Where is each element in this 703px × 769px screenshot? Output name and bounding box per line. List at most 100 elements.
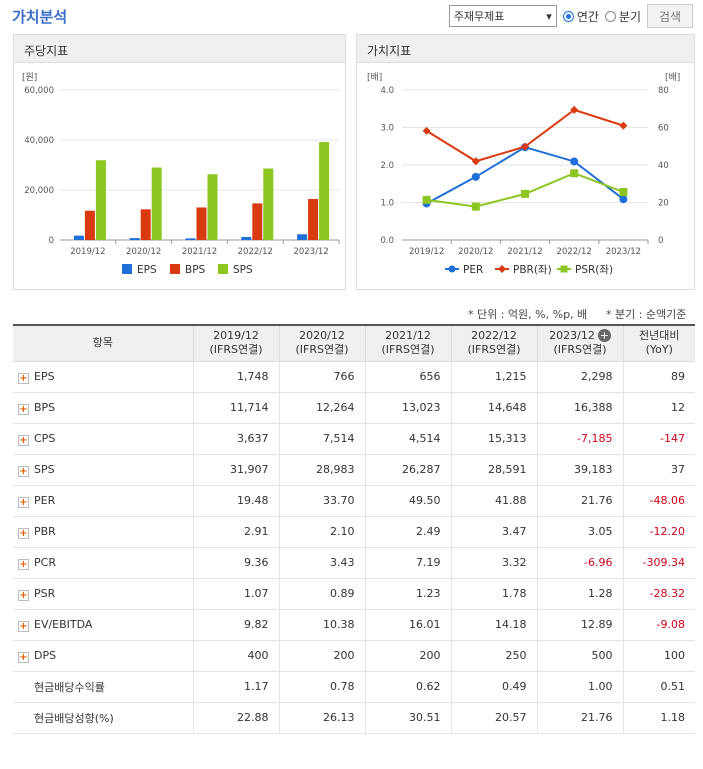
legend-swatch [170, 264, 180, 274]
row-label: BPS [34, 400, 56, 414]
table-row: + SPS 31,907 28,983 26,287 28,591 39,183 37 [13, 454, 695, 486]
legend-swatch [218, 264, 228, 274]
value-cell: 0.49 [450, 671, 537, 703]
expand-row-icon[interactable]: + [18, 527, 29, 539]
row-label: PER [34, 493, 56, 507]
row-label-cell[interactable]: + DPS [13, 640, 193, 672]
table-row: + PSR 1.07 0.89 1.23 1.78 1.28 -28.32 [13, 578, 695, 610]
value-cell: 16,388 [536, 392, 623, 424]
value-cell: -309.34 [622, 547, 695, 579]
value-cell: 1,215 [450, 361, 537, 393]
header-col-line1: 2020/12 [299, 329, 345, 343]
statement-select-value: 주재무제표 [453, 10, 505, 23]
row-label-cell: 현금배당성향(%) [13, 702, 193, 734]
value-cell: 250 [450, 640, 537, 672]
legend-label: PSR(좌) [575, 264, 613, 276]
row-label-cell[interactable]: + PBR [13, 516, 193, 548]
data-point [471, 157, 480, 166]
expand-row-icon[interactable]: + [18, 465, 29, 477]
value-cell: 400 [192, 640, 279, 672]
value-cell: 1.00 [536, 671, 623, 703]
header-col-line2: (IFRS연결) [553, 343, 607, 357]
table-row: + EV/EBITDA 9.82 10.38 16.01 14.18 12.89 -9.08 [13, 609, 695, 641]
header-col-line1: 2022/12 [471, 329, 517, 343]
value-cell: 0.51 [622, 671, 695, 703]
value-cell: 39,183 [536, 454, 623, 486]
data-point [619, 195, 628, 204]
row-label-cell[interactable]: + CPS [13, 423, 193, 455]
header-col-2020: 2020/12 (IFRS연결) [278, 325, 365, 362]
expand-row-icon[interactable]: + [18, 589, 29, 601]
table-row: + PCR 9.36 3.43 7.19 3.32 -6.96 -309.34 [13, 547, 695, 579]
value-cell: 19.48 [192, 485, 279, 517]
bar-sps [95, 160, 106, 240]
value-cell: 1,748 [192, 361, 279, 393]
x-tick-label: 2021/12 [507, 247, 542, 257]
value-cell: -7,185 [536, 423, 623, 455]
radio-annual[interactable]: 연간 [562, 8, 599, 25]
header-col-line1: 2021/12 [385, 329, 431, 343]
bar-bps [140, 209, 151, 240]
value-cell: 3.47 [450, 516, 537, 548]
value-cell: 656 [364, 361, 451, 393]
search-button[interactable]: 검색 [647, 4, 693, 28]
data-point [521, 142, 529, 151]
value-cell: 26.13 [278, 702, 365, 734]
data-point [521, 189, 529, 198]
table-row: + CPS 3,637 7,514 4,514 15,313 -7,185 -147 [13, 423, 695, 455]
x-tick-label: 2019/12 [409, 247, 444, 257]
x-tick-label: 2023/12 [293, 247, 328, 257]
expand-row-icon[interactable]: + [18, 496, 29, 508]
y-right-tick-label: 40 [658, 161, 669, 171]
expand-row-icon[interactable]: + [18, 558, 29, 570]
valuation-panel-title: 가치지표 [357, 35, 694, 63]
header-col-line2: (IFRS연결) [467, 343, 521, 357]
header-col-2019: 2019/12 (IFRS연결) [192, 325, 279, 362]
legend-label: EPS [137, 264, 157, 276]
value-cell: 1.28 [536, 578, 623, 610]
value-cell: 2.91 [192, 516, 279, 548]
row-label-cell[interactable]: + PSR [13, 578, 193, 610]
bar-bps [308, 199, 319, 240]
value-cell: 3.43 [278, 547, 365, 579]
radio-quarter[interactable]: 분기 [604, 8, 641, 25]
row-label: EV/EBITDA [34, 617, 93, 631]
expand-row-icon[interactable]: + [18, 372, 29, 384]
value-cell: 3.32 [450, 547, 537, 579]
legend-label: PER [463, 264, 483, 276]
header-col-line2: (IFRS연결) [381, 343, 435, 357]
value-cell: 766 [278, 361, 365, 393]
row-label-cell[interactable]: + EPS [13, 361, 193, 393]
x-tick-label: 2022/12 [557, 247, 592, 257]
x-tick-label: 2023/12 [606, 247, 641, 257]
expand-row-icon[interactable]: + [18, 620, 29, 632]
bar-eps [297, 234, 308, 240]
legend-marker [560, 265, 568, 273]
x-tick-label: 2021/12 [182, 247, 217, 257]
y-left-tick-label: 2.0 [380, 161, 394, 171]
value-cell: 3.05 [536, 516, 623, 548]
row-label-cell[interactable]: + SPS [13, 454, 193, 486]
expand-row-icon[interactable]: + [18, 434, 29, 446]
bar-sps [207, 174, 218, 240]
header-col-2021: 2021/12 (IFRS연결) [364, 325, 451, 362]
row-label-cell[interactable]: + PER [13, 485, 193, 517]
radio-quarter-label: 분기 [618, 9, 641, 24]
row-label-cell[interactable]: + PCR [13, 547, 193, 579]
legend-label: SPS [233, 264, 253, 276]
value-cell: 21.76 [536, 702, 623, 734]
statement-select[interactable]: 주재무제표 ▾ [448, 5, 557, 27]
expand-row-icon[interactable]: + [18, 651, 29, 663]
expand-row-icon[interactable]: + [18, 403, 29, 415]
value-cell: 15,313 [450, 423, 537, 455]
data-point [570, 105, 579, 114]
row-label-cell: 현금배당수익률 [13, 671, 193, 703]
per-share-panel: 주당지표 [원] 0 20,000 40,000 60,000 2019/12 2020/1… [13, 34, 346, 290]
value-cell: 89 [622, 361, 695, 393]
value-cell: 20.57 [450, 702, 537, 734]
row-label-cell[interactable]: + BPS [13, 392, 193, 424]
expand-columns-icon[interactable]: + [597, 329, 611, 343]
value-cell: 7.19 [364, 547, 451, 579]
row-label-cell[interactable]: + EV/EBITDA [13, 609, 193, 641]
value-cell: -6.96 [536, 547, 623, 579]
